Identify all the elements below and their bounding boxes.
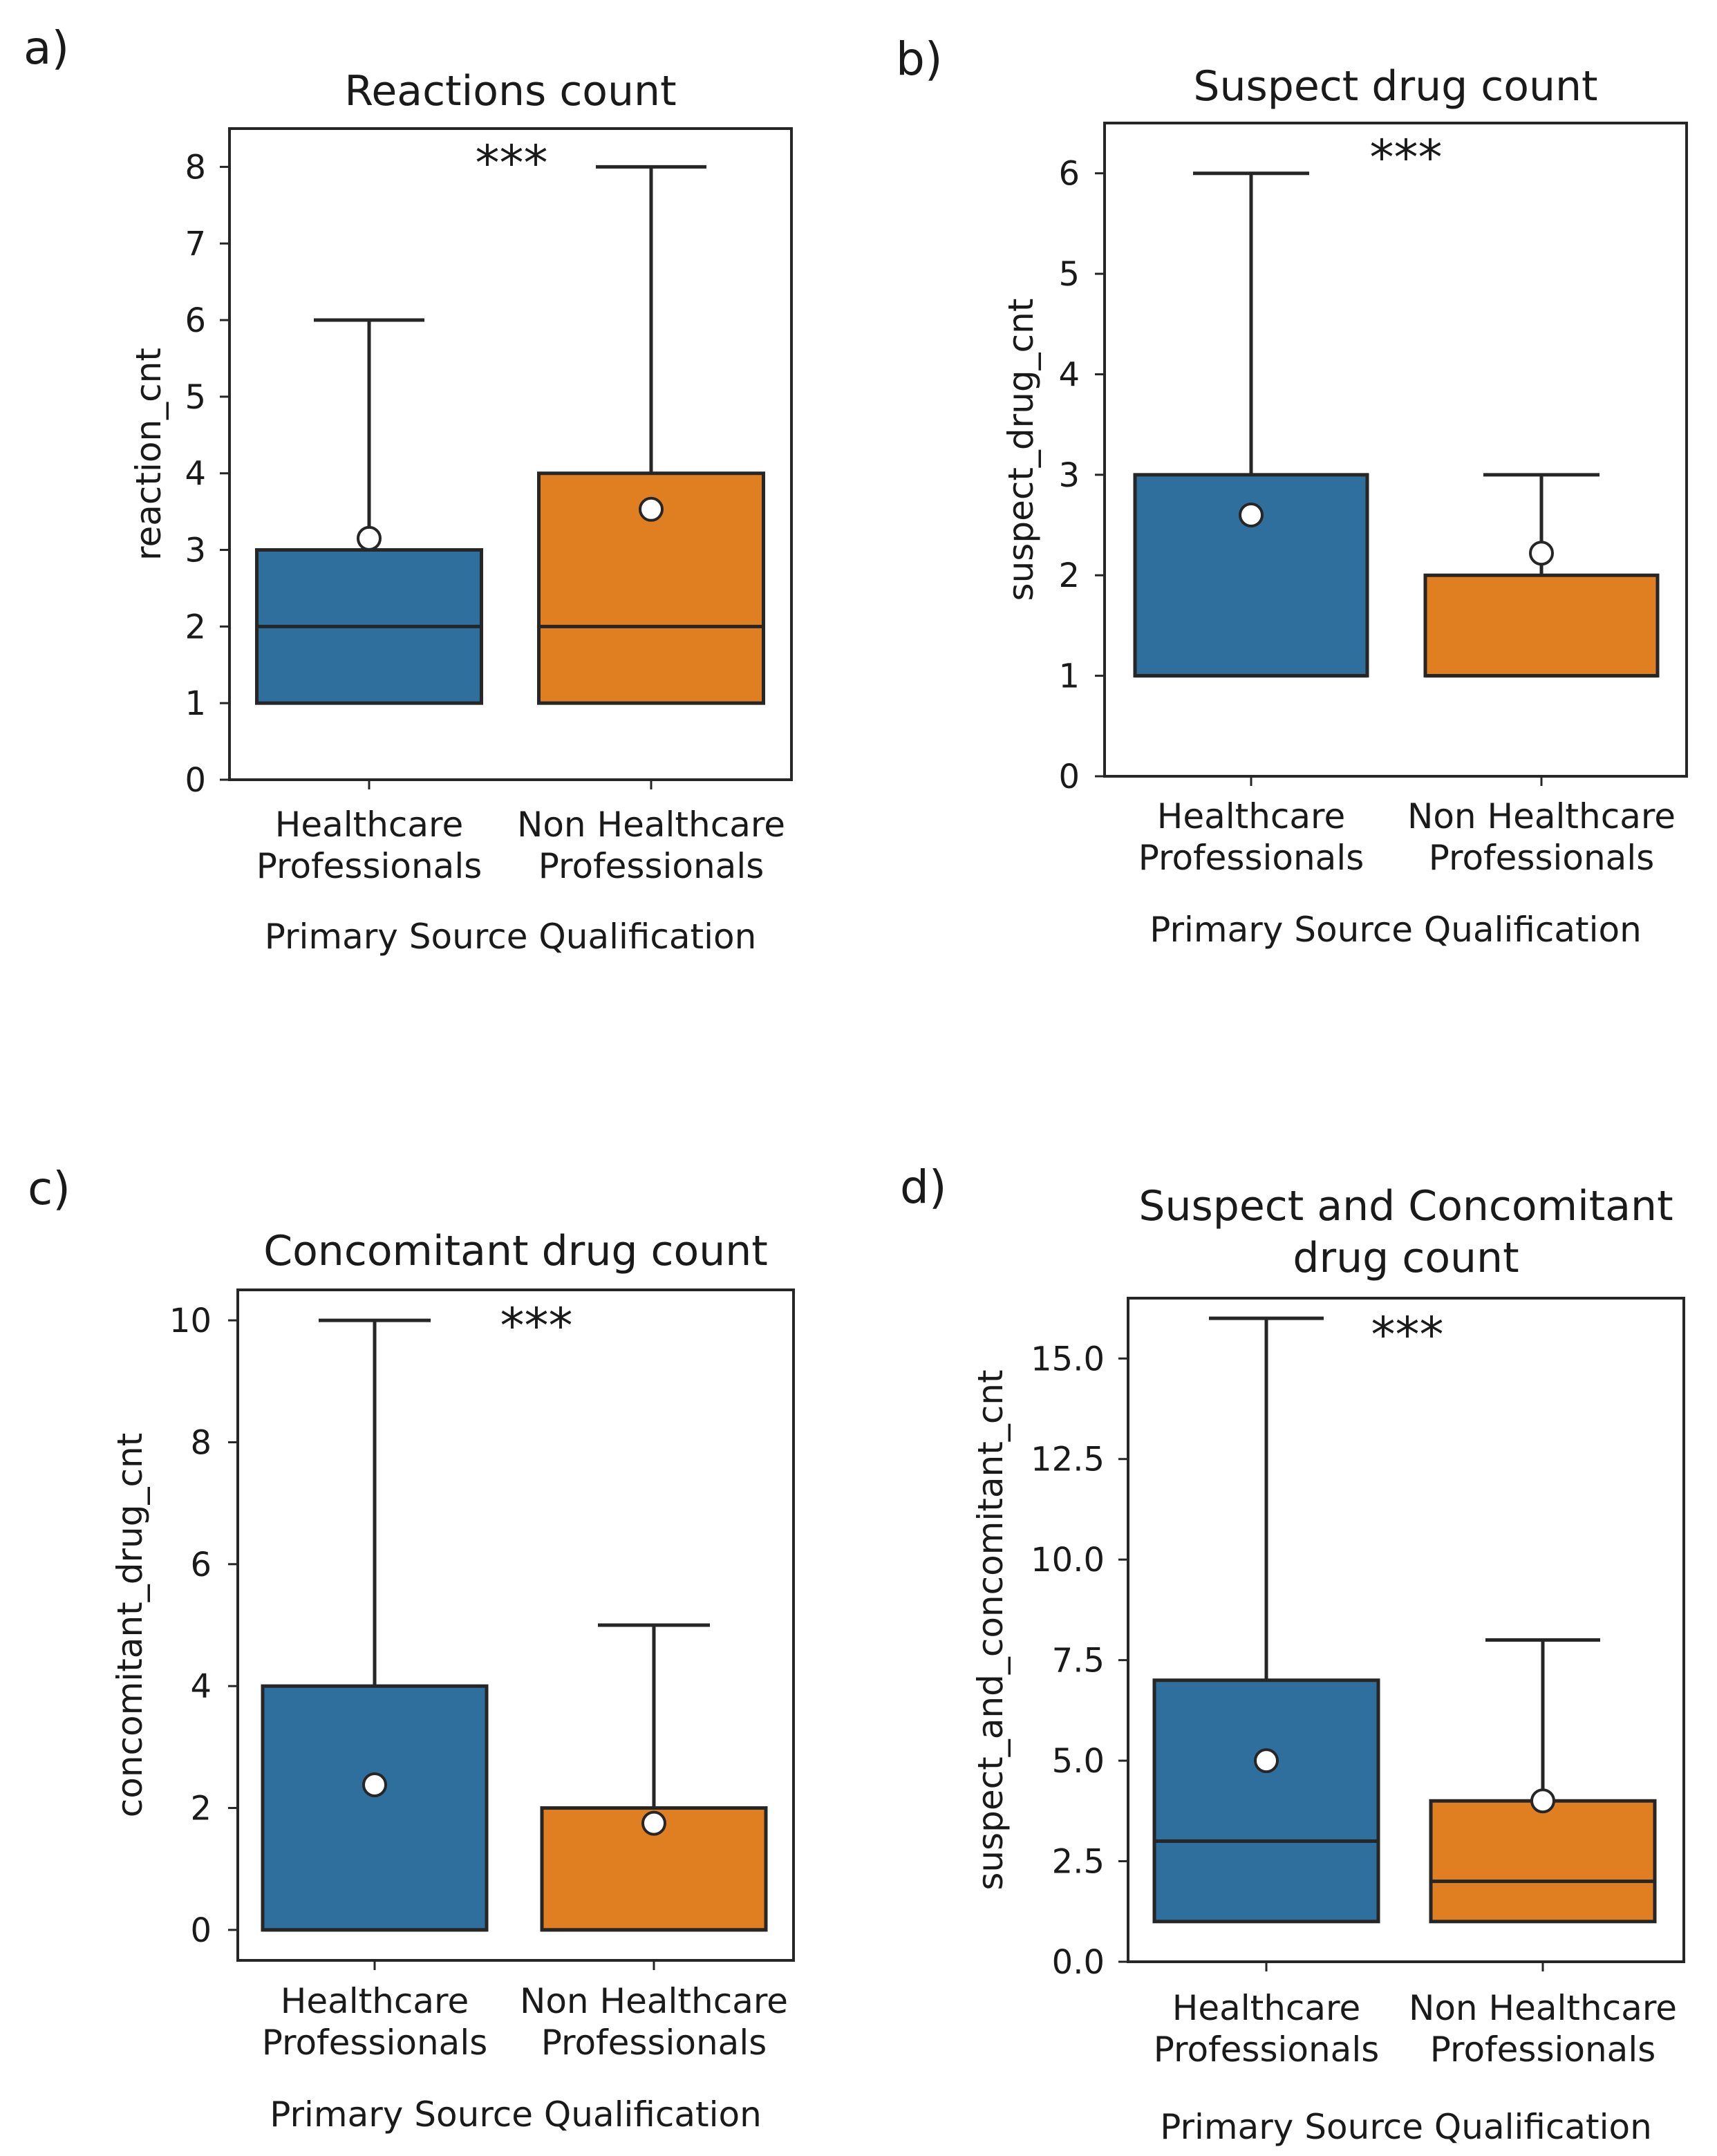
y-tick-label: 2 [1058,556,1080,595]
mean-marker [357,525,382,551]
y-tick-label: 6 [185,301,206,340]
category-label: Healthcare [1157,796,1346,836]
y-tick-label: 5.0 [1052,1742,1105,1781]
y-tick-label: 0.0 [1052,1943,1105,1982]
y-axis-label: suspect_and_concomitant_cnt [970,1369,1011,1890]
category-label: Professionals [1430,2030,1656,2070]
category-label: Non Healthcare [520,1981,788,2021]
box-non-healthcare [1423,473,1660,678]
significance-marker: *** [1371,1306,1444,1363]
y-tick-label: 4 [190,1667,212,1706]
mean-marker [639,496,664,522]
plot-frame [236,1288,795,1962]
y-tick-label: 4 [185,455,206,494]
chart-panel-a: a) Reactions count 0 1 2 3 4 5 6 7 8 reaction_cnt He… [24,21,793,957]
mean-marker [1530,1788,1555,1814]
category-label: Professionals [1429,838,1655,878]
y-tick-label: 0 [190,1911,212,1950]
y-tick-label: 3 [185,532,206,570]
box-non-healthcare [1429,1638,1657,1924]
y-tick-label: 0 [1058,758,1080,796]
category-label: Healthcare [281,1981,469,2021]
mean-marker [1529,541,1554,566]
iqr-box [1429,1799,1657,1924]
y-tick-label: 2 [185,608,206,646]
box-healthcare [1133,171,1369,678]
y-tick-label: 1 [185,684,206,723]
y-tick-label: 15.0 [1031,1340,1105,1378]
category-label: Professionals [1138,838,1364,878]
category-label: Healthcare [1172,1988,1361,2028]
category-label: Professionals [541,2023,767,2063]
category-label: Non Healthcare [1409,1988,1677,2028]
chart-title: Reactions count [344,67,676,115]
plot-frame [228,127,793,781]
box-non-healthcare [537,165,765,705]
y-tick-label: 6 [190,1546,212,1584]
panel-label: a) [24,21,69,75]
box-non-healthcare [540,1623,768,1932]
y-tick-label: 7.5 [1052,1642,1105,1680]
chart-panel-c: c) Concomitant drug count 0 2 4 6 8 10 concomita… [28,1162,795,2135]
mean-marker [362,1772,387,1798]
category-label: Professionals [1154,2030,1380,2070]
chart-title: Concomitant drug count [263,1227,768,1275]
y-tick-label: 10 [169,1302,212,1340]
y-axis-label: reaction_cnt [129,348,169,561]
box-healthcare [261,1318,489,1932]
y-axis-label: concomitant_drug_cnt [110,1433,150,1818]
y-tick-label: 6 [1058,155,1080,194]
y-tick-label: 1 [1058,657,1080,696]
x-axis-label: Primary Source Qualification [265,917,757,957]
category-label: Non Healthcare [517,805,785,845]
y-tick-label: 5 [1058,255,1080,294]
significance-marker: *** [476,135,548,191]
panel-label: c) [28,1162,71,1215]
x-axis-label: Primary Source Qualification [1150,910,1642,950]
box-healthcare [255,318,483,705]
y-tick-label: 12.5 [1031,1441,1105,1479]
chart-panel-b: b) Suspect drug count 0 1 2 3 4 5 6 suspect_drug_… [896,32,1688,950]
category-label: Professionals [262,2023,488,2063]
y-tick-label: 10.0 [1031,1541,1105,1579]
category-label: Non Healthcare [1407,796,1676,836]
plot-frame [1127,1297,1685,1963]
significance-marker: *** [1370,129,1443,186]
panel-label: b) [896,32,943,86]
chart-title: Suspect and Concomitant [1138,1182,1673,1230]
y-tick-label: 2.5 [1052,1843,1105,1882]
iqr-box [1423,573,1660,678]
y-tick-label: 8 [185,148,206,187]
category-label: Healthcare [275,805,464,845]
chart-title: Suspect drug count [1193,62,1597,111]
mean-marker [1239,503,1264,527]
mean-marker [641,1810,666,1836]
category-label: Professionals [256,846,482,886]
y-tick-label: 8 [190,1423,212,1462]
mean-marker [1254,1748,1279,1774]
iqr-box [261,1684,489,1932]
significance-marker: *** [500,1297,573,1354]
category-label: Professionals [538,846,764,886]
y-tick-label: 5 [185,378,206,417]
panel-label: d) [900,1161,947,1214]
y-tick-label: 4 [1058,355,1080,394]
iqr-box [1152,1678,1380,1924]
x-axis-label: Primary Source Qualification [270,2094,762,2135]
y-tick-label: 3 [1058,456,1080,495]
x-axis-label: Primary Source Qualification [1160,2107,1652,2147]
y-tick-label: 0 [185,761,206,800]
y-axis-label: suspect_drug_cnt [1001,299,1041,601]
plot-frame [1103,122,1688,778]
box-healthcare [1152,1316,1380,1924]
y-tick-label: 7 [185,225,206,263]
y-tick-label: 2 [190,1790,212,1828]
chart-title: drug count [1293,1234,1519,1282]
